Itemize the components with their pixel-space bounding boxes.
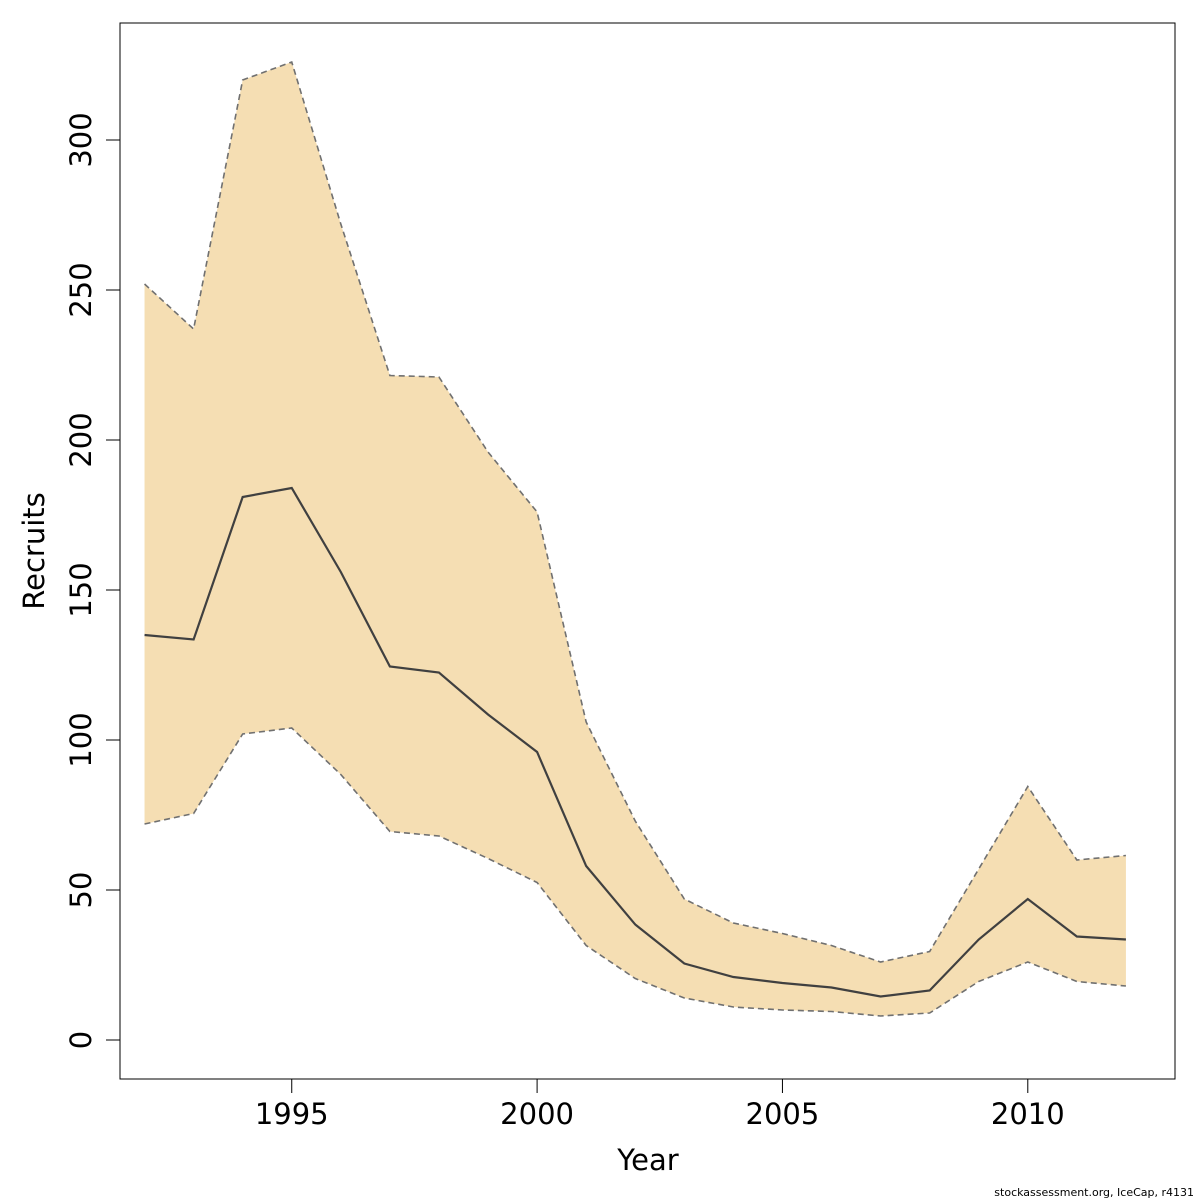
y-tick-label: 0 <box>64 1031 98 1049</box>
confidence-band-layer <box>144 62 1126 1016</box>
y-tick-label: 200 <box>64 412 98 467</box>
y-tick-label: 300 <box>64 112 98 167</box>
lower-bound-line <box>144 727 1127 1017</box>
x-tick-label: 2000 <box>500 1097 574 1131</box>
y-tick-label: 250 <box>64 262 98 317</box>
y-tick-label: 50 <box>64 872 98 909</box>
x-axis: 1995 2000 2005 2010 <box>255 1079 1065 1131</box>
median-line <box>144 486 1126 998</box>
credit-text: stockassessment.org, IceCap, r4131 <box>994 1186 1194 1199</box>
y-tick-label: 150 <box>64 562 98 617</box>
y-axis-title: Recruits <box>17 492 51 609</box>
line-layer <box>143 60 1127 1017</box>
x-tick-label: 2010 <box>991 1097 1065 1131</box>
x-tick-label: 1995 <box>255 1097 329 1131</box>
x-axis-title: Year <box>616 1143 678 1177</box>
upper-bound-line <box>143 60 1127 963</box>
y-axis: 0 50 100 150 200 250 300 <box>64 112 120 1049</box>
plot-frame <box>119 22 1176 1080</box>
y-tick-label: 100 <box>64 712 98 767</box>
x-tick-label: 2005 <box>746 1097 820 1131</box>
confidence-band <box>144 62 1126 1016</box>
